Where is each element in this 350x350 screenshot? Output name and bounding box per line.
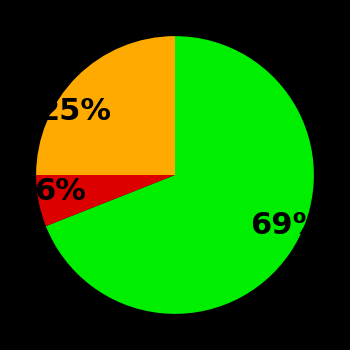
Wedge shape [46, 36, 314, 314]
Text: 69%: 69% [250, 211, 323, 240]
Wedge shape [36, 36, 175, 175]
Text: 25%: 25% [38, 97, 111, 126]
Wedge shape [36, 175, 175, 226]
Text: 6%: 6% [34, 177, 86, 206]
